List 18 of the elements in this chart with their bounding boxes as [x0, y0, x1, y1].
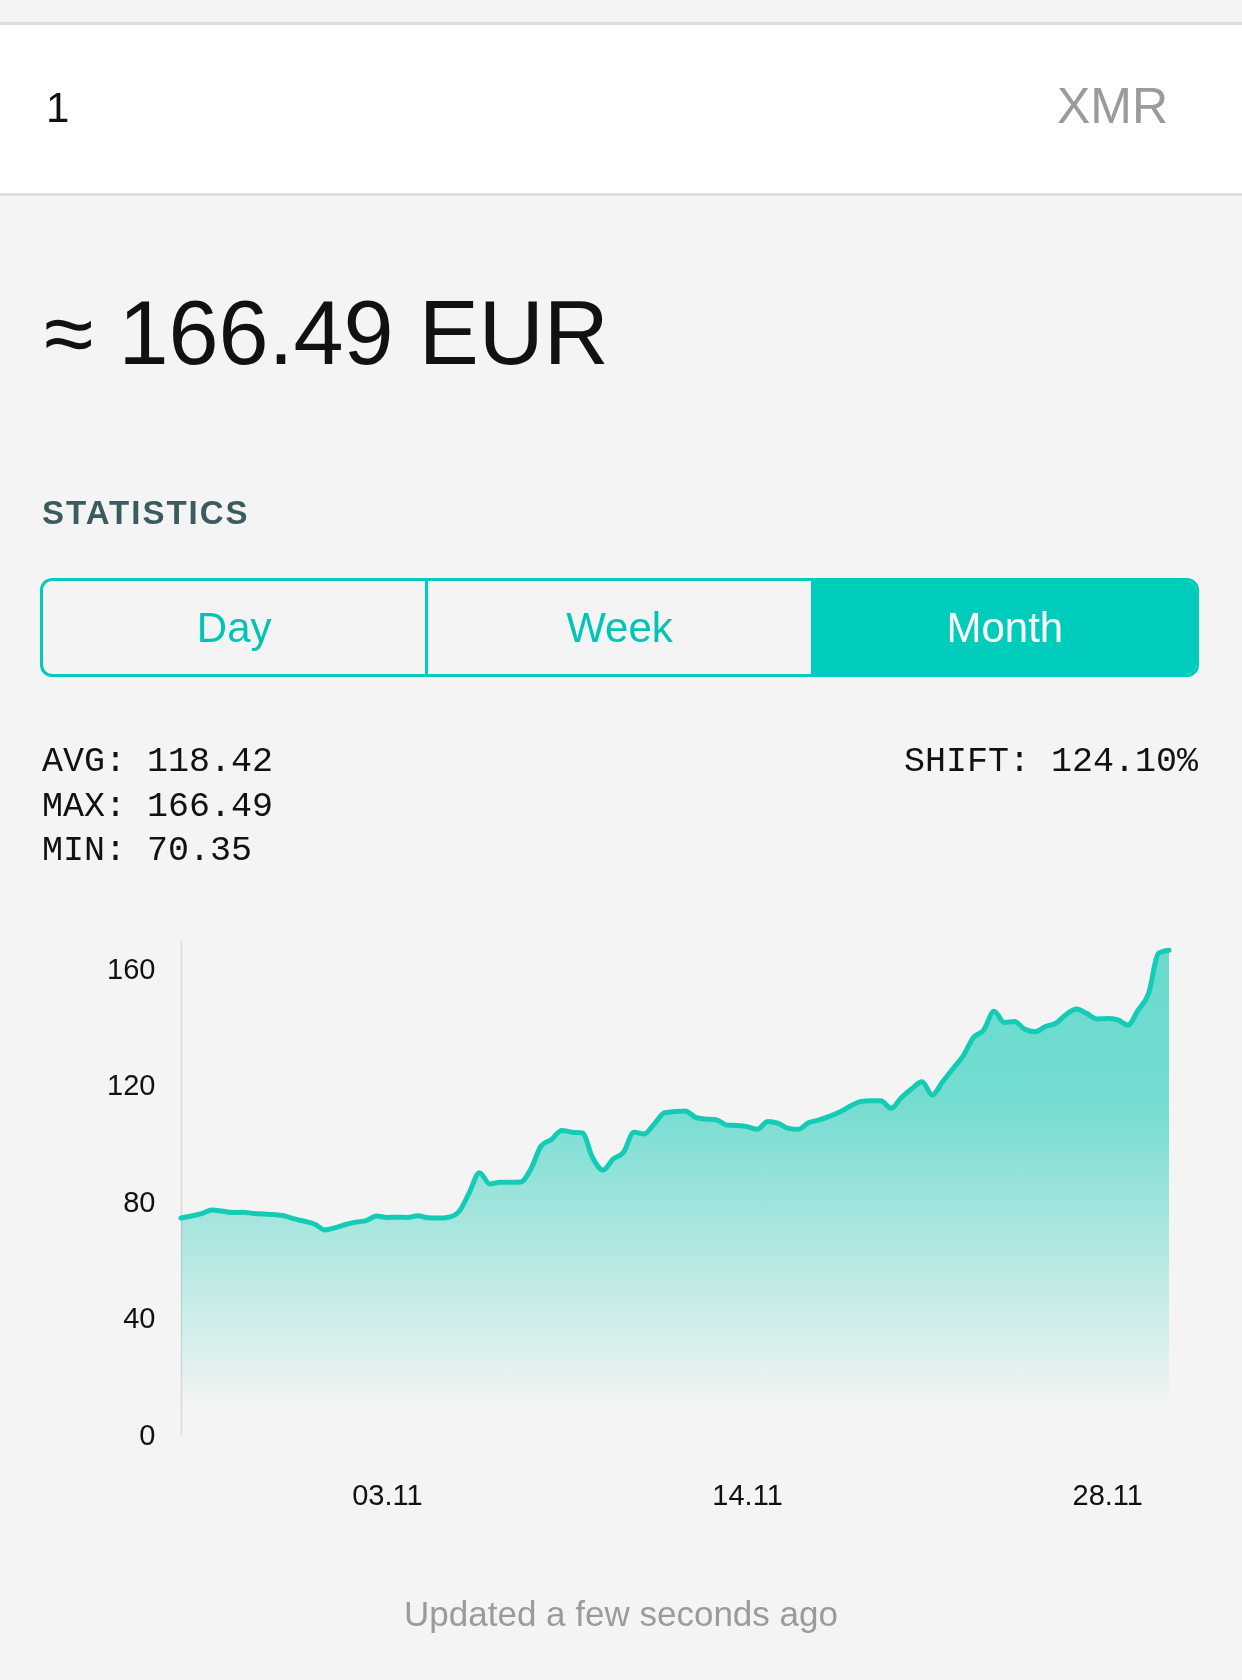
- y-tick-label: 120: [107, 1069, 156, 1102]
- text: AVG: 118.42: [42, 741, 274, 783]
- text: SHIFT: 124.10%: [903, 741, 1198, 783]
- text: XMR: [1056, 77, 1168, 136]
- x-tick-label: 28.11: [1072, 1478, 1143, 1511]
- y-tick-label: 40: [123, 1302, 156, 1335]
- chart-subtitle: STATISTICS: [42, 493, 250, 533]
- text: 1: [46, 83, 70, 133]
- text: MIN: 70.35: [42, 830, 253, 872]
- y-tick-label: 80: [123, 1185, 156, 1218]
- x-tick-label: 03.11: [352, 1478, 423, 1511]
- text: MAX: 166.49: [42, 786, 274, 828]
- y-tick-label: 160: [107, 952, 156, 985]
- x-tick-label: 14.11: [712, 1478, 783, 1511]
- y-tick-label: 0: [139, 1418, 156, 1451]
- chart-title: ≈ 166.49 EUR: [44, 282, 609, 385]
- segmented-control: Day Week Month: [40, 578, 1199, 677]
- text: Updated a few seconds ago: [403, 1593, 839, 1635]
